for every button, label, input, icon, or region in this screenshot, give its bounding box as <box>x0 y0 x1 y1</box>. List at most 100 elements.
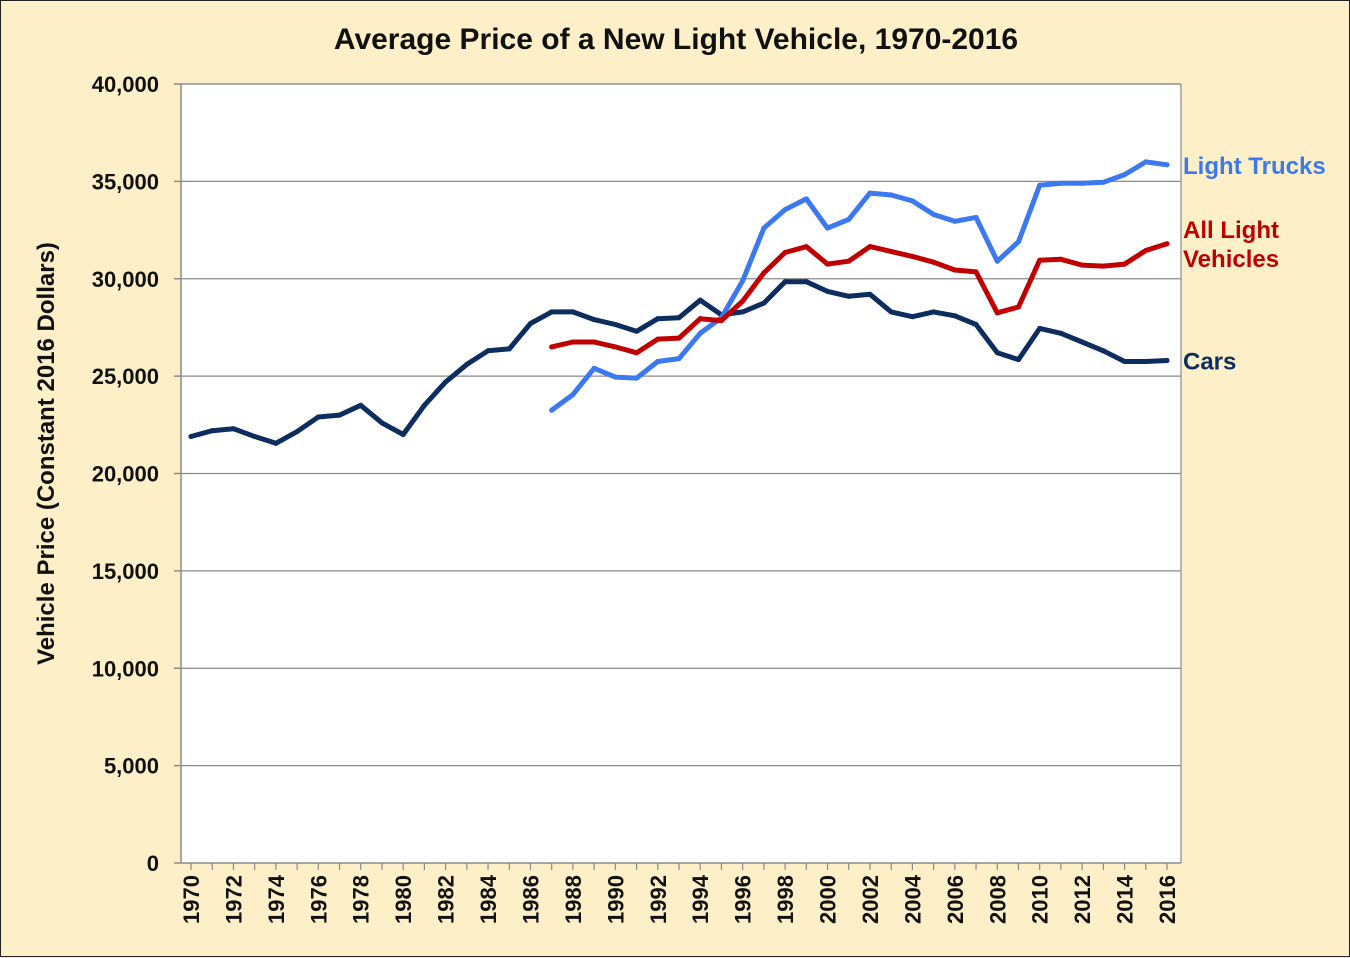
data-point-cars <box>252 433 258 439</box>
data-point-all-light-vehicles <box>549 344 555 350</box>
data-point-light-trucks <box>867 190 873 196</box>
data-point-light-trucks <box>1058 180 1064 186</box>
x-tick-label: 1976 <box>306 875 331 924</box>
data-point-cars <box>803 279 809 285</box>
y-tick-label: 5,000 <box>104 754 159 779</box>
data-point-all-light-vehicles <box>994 310 1000 316</box>
data-point-cars <box>994 350 1000 356</box>
y-tick-label: 25,000 <box>92 364 159 389</box>
data-point-cars <box>1143 359 1149 365</box>
data-point-cars <box>379 420 385 426</box>
data-point-cars <box>209 428 215 434</box>
x-tick-label: 1992 <box>646 875 671 924</box>
data-point-all-light-vehicles <box>846 258 852 264</box>
data-point-cars <box>697 297 703 303</box>
y-tick-label: 40,000 <box>92 72 159 97</box>
data-point-light-trucks <box>782 207 788 213</box>
data-point-cars <box>973 322 979 328</box>
data-point-all-light-vehicles <box>655 336 661 342</box>
data-point-cars <box>315 414 321 420</box>
data-point-all-light-vehicles <box>867 244 873 250</box>
data-point-cars <box>761 300 767 306</box>
data-point-all-light-vehicles <box>697 316 703 322</box>
data-point-cars <box>676 315 682 321</box>
data-point-all-light-vehicles <box>803 244 809 250</box>
axes <box>180 83 1182 864</box>
data-point-cars <box>782 279 788 285</box>
data-point-light-trucks <box>1164 162 1170 168</box>
x-tick-label: 1980 <box>391 875 416 924</box>
data-point-cars <box>888 309 894 315</box>
x-tick-label: 1988 <box>561 875 586 924</box>
data-point-light-trucks <box>697 330 703 336</box>
data-point-light-trucks <box>591 365 597 371</box>
x-tick-label: 1990 <box>603 875 628 924</box>
data-point-all-light-vehicles <box>909 253 915 259</box>
data-point-cars <box>612 322 618 328</box>
data-point-all-light-vehicles <box>676 335 682 341</box>
data-point-cars <box>655 316 661 322</box>
x-tick-label: 1996 <box>731 875 756 924</box>
data-point-all-light-vehicles <box>1015 304 1021 310</box>
data-point-all-light-vehicles <box>570 339 576 345</box>
data-point-cars <box>867 291 873 297</box>
data-point-cars <box>337 412 343 418</box>
data-point-cars <box>1100 348 1106 354</box>
series-line-light-trucks <box>549 159 1170 413</box>
data-point-light-trucks <box>825 225 831 231</box>
data-point-cars <box>294 429 300 435</box>
data-point-light-trucks <box>803 196 809 202</box>
y-axis-label: Vehicle Price (Constant 2016 Dollars) <box>33 242 60 665</box>
data-point-cars <box>400 432 406 438</box>
data-point-cars <box>464 361 470 367</box>
data-point-cars <box>846 293 852 299</box>
x-tick-label: 2014 <box>1113 874 1138 924</box>
data-point-cars <box>591 317 597 323</box>
x-tick-label: 2004 <box>900 874 925 924</box>
x-tick-label: 2006 <box>943 875 968 924</box>
data-point-light-trucks <box>888 192 894 198</box>
y-tick-label: 15,000 <box>92 559 159 584</box>
data-point-all-light-vehicles <box>761 270 767 276</box>
y-tick-label: 30,000 <box>92 267 159 292</box>
x-tick-label: 1978 <box>349 875 374 924</box>
data-point-cars <box>506 346 512 352</box>
data-point-light-trucks <box>952 218 958 224</box>
data-point-light-trucks <box>634 375 640 381</box>
data-point-light-trucks <box>655 359 661 365</box>
y-tick-label: 0 <box>147 851 159 876</box>
x-tick-label: 2002 <box>858 875 883 924</box>
data-point-light-trucks <box>846 216 852 222</box>
data-point-cars <box>421 402 427 408</box>
data-point-all-light-vehicles <box>973 269 979 275</box>
x-tick-label: 2008 <box>985 875 1010 924</box>
data-point-cars <box>952 313 958 319</box>
data-point-cars <box>1037 325 1043 331</box>
x-tick-label: 1982 <box>434 875 459 924</box>
data-point-light-trucks <box>1100 179 1106 185</box>
x-tick-label: 1998 <box>773 875 798 924</box>
x-tick-label: 2000 <box>816 875 841 924</box>
x-tick-label: 1970 <box>179 875 204 924</box>
data-point-all-light-vehicles <box>1100 263 1106 269</box>
data-point-all-light-vehicles <box>718 318 724 324</box>
series-group <box>188 159 1170 446</box>
data-point-cars <box>188 433 194 439</box>
x-tick-label: 2012 <box>1070 875 1095 924</box>
data-point-all-light-vehicles <box>888 248 894 254</box>
data-point-all-light-vehicles <box>931 259 937 265</box>
x-axis-ticks: 1970 1972 1974 1976 1978 1980 1982 1984 1986 1988… <box>179 863 1180 924</box>
data-point-cars <box>825 288 831 294</box>
data-point-light-trucks <box>612 374 618 380</box>
x-tick-label: 1986 <box>518 875 543 924</box>
data-point-light-trucks <box>973 214 979 220</box>
data-point-light-trucks <box>1015 239 1021 245</box>
data-point-light-trucks <box>549 407 555 413</box>
data-point-light-trucks <box>570 392 576 398</box>
data-point-cars <box>931 309 937 315</box>
data-point-light-trucks <box>676 356 682 362</box>
data-point-all-light-vehicles <box>952 267 958 273</box>
y-tick-label: 35,000 <box>92 169 159 194</box>
x-tick-label: 1974 <box>264 874 289 924</box>
data-point-cars <box>634 328 640 334</box>
